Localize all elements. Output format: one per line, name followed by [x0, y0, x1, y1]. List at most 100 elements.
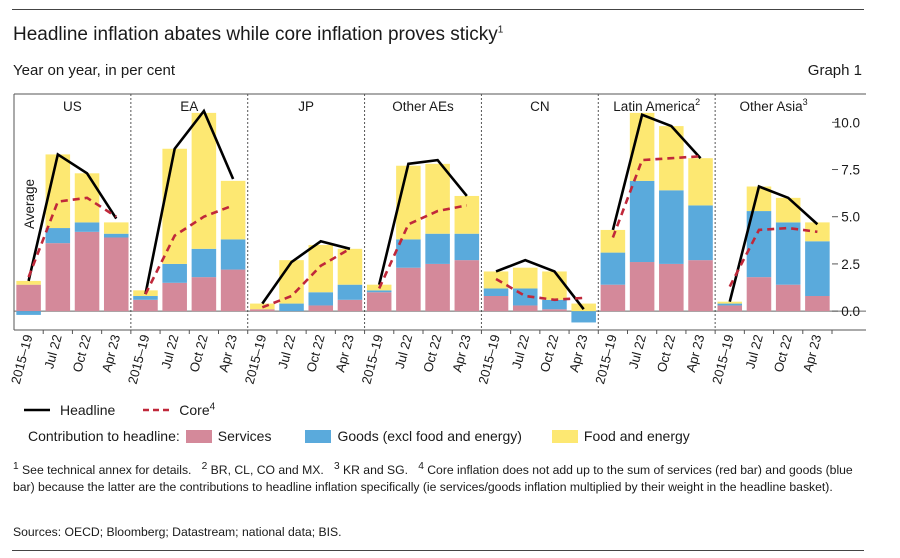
services-bar [74, 231, 100, 312]
food-energy-bar [191, 112, 217, 249]
x-category-label: Apr 23 [449, 333, 473, 374]
services-bar [396, 267, 421, 312]
line-legend: Headline Core4 [22, 402, 241, 418]
x-category-label: Oct 22 [771, 333, 795, 374]
goods-bar [45, 228, 71, 244]
services-bar [133, 299, 158, 312]
goods-bar [571, 311, 596, 323]
footnotes: 1 See technical annex for details. 2 BR,… [13, 461, 853, 495]
goods-bar [366, 290, 392, 293]
core-line-swatch [143, 408, 170, 412]
graph-number-label: Graph 1 [807, 62, 862, 79]
x-category-label: Apr 23 [99, 333, 123, 374]
panel-title: US [63, 99, 82, 114]
x-category-label: Jul 22 [509, 333, 532, 370]
goods-swatch [305, 429, 332, 443]
services-bar [659, 263, 684, 312]
x-category-label: 2015–19 [242, 333, 270, 386]
goods-bar [717, 303, 743, 306]
food-energy-bar [162, 148, 187, 264]
headline-line-swatch [24, 408, 50, 412]
goods-bar [483, 288, 509, 297]
legend-goods-label: Goods (excl food and energy) [337, 428, 522, 444]
goods-bar [74, 222, 100, 232]
legend-food-label: Food and energy [583, 428, 690, 444]
food-energy-bar [600, 229, 626, 253]
food-energy-bar [512, 267, 538, 289]
headline-line [377, 158, 468, 285]
services-bar [308, 305, 334, 312]
services-bar [805, 296, 830, 312]
top-rule [12, 9, 864, 10]
headline-line [144, 108, 235, 295]
food-energy-bar [220, 180, 246, 240]
legend-contribution-label: Contribution to headline: [28, 428, 180, 444]
food-energy-bar [103, 222, 129, 234]
legend-headline-label: Headline [60, 402, 116, 418]
x-category-label: Oct 22 [70, 333, 94, 374]
services-bar [366, 292, 392, 312]
services-bar [250, 309, 275, 312]
goods-bar [308, 292, 334, 306]
goods-bar [16, 311, 41, 315]
core-line [144, 204, 234, 295]
legend-food: Food and energy [551, 428, 690, 444]
services-bar [542, 309, 567, 312]
goods-bar [688, 205, 713, 261]
goods-bar [220, 239, 246, 270]
y-tick-label: 7.5 [841, 163, 860, 178]
x-category-label: Oct 22 [420, 333, 444, 374]
services-bar [191, 277, 217, 312]
goods-bar [629, 180, 655, 263]
panel-title: JP [298, 99, 314, 114]
legend-services-label: Services [217, 428, 272, 444]
services-bar [162, 282, 187, 312]
x-category-label: Apr 23 [800, 333, 824, 374]
x-category-label: Apr 23 [216, 333, 240, 374]
food-energy-bar [542, 271, 567, 300]
x-category-label: Oct 22 [186, 333, 210, 374]
x-category-label: 2015–19 [358, 333, 386, 386]
food-energy-bar [308, 245, 334, 293]
services-bar [629, 262, 655, 312]
x-category-label: Jul 22 [626, 333, 649, 370]
goods-bar [542, 299, 567, 310]
services-bar [16, 284, 41, 312]
x-category-label: 2015–19 [592, 333, 620, 386]
headline-line [495, 258, 585, 311]
x-category-label: Jul 22 [742, 333, 765, 370]
core-line [261, 247, 351, 309]
x-category-label: Oct 22 [537, 333, 561, 374]
y-tick-label: 0.0 [841, 304, 860, 319]
services-bar [103, 237, 129, 312]
food-energy-bar [279, 260, 304, 304]
headline-line [27, 152, 118, 282]
goods-bar [279, 303, 304, 312]
legend-core: Core4 [141, 402, 215, 418]
food-energy-bar [717, 301, 743, 304]
goods-bar [133, 296, 158, 300]
goods-bar [659, 190, 684, 264]
goods-bar [191, 248, 217, 278]
y-tick-label: 2.5 [841, 257, 860, 272]
core-line [611, 155, 701, 238]
page-title: Headline inflation abates while core inf… [13, 24, 504, 45]
y-tick-label: 10.0 [834, 115, 860, 130]
x-category-label: Apr 23 [332, 333, 356, 374]
goods-bar [337, 284, 363, 300]
goods-bar [162, 263, 187, 283]
legend-core-label: Core4 [179, 401, 216, 418]
legend-goods: Goods (excl food and energy) [305, 428, 522, 444]
food-energy-bar [688, 158, 713, 206]
x-category-label: 2015–19 [475, 333, 503, 386]
panel-title: CN [530, 99, 550, 114]
services-swatch [185, 429, 212, 443]
legend-headline: Headline [22, 402, 115, 418]
average-label: Average [22, 179, 37, 229]
services-bar [425, 263, 450, 312]
core-line [495, 277, 584, 302]
panel-title: EA [180, 99, 198, 114]
bottom-rule [12, 550, 864, 551]
goods-bar [775, 222, 801, 285]
